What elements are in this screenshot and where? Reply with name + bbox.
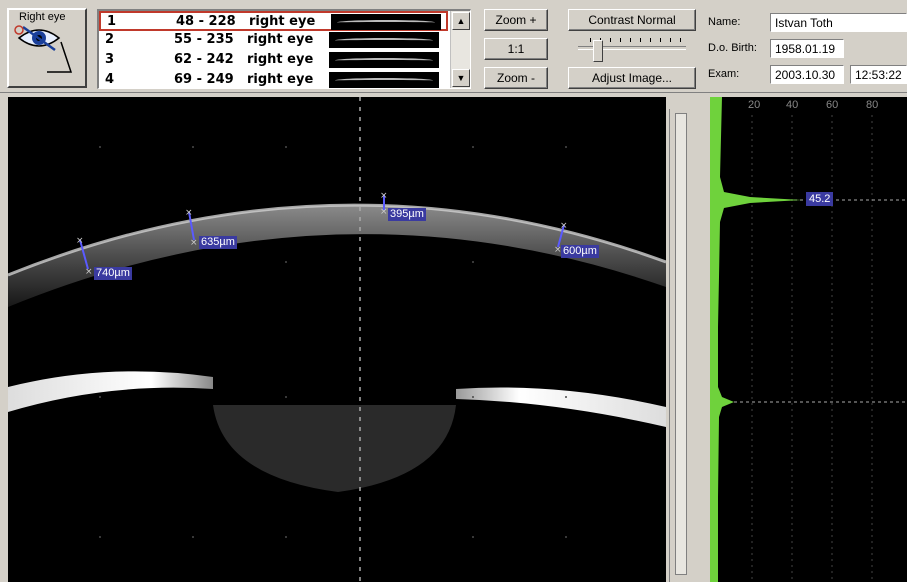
scan-eye: right eye <box>247 72 314 87</box>
scan-list-item[interactable]: 1 48 - 228 right eye <box>99 11 448 31</box>
grid-dots <box>99 146 567 538</box>
svg-text:×: × <box>554 245 562 255</box>
scan-list[interactable]: 1 48 - 228 right eye 2 55 - 235 right ey… <box>97 9 471 89</box>
toolbar: Right eye 1 48 - 228 right eye 2 55 - 23… <box>0 0 907 93</box>
eye-selector-button[interactable]: Right eye <box>7 8 87 88</box>
svg-text:×: × <box>185 208 193 218</box>
dob-label: D.o. Birth: <box>708 42 757 54</box>
scan-thumbnail <box>331 14 441 30</box>
scan-range: 55 - 235 <box>174 32 234 47</box>
profile-curve <box>710 97 802 582</box>
tick-label: 40 <box>786 99 799 111</box>
measurement-label: 740µm <box>94 267 132 280</box>
scan-index: 3 <box>105 52 115 67</box>
name-label: Name: <box>708 16 741 28</box>
profile-plot <box>710 97 907 582</box>
eye-icon <box>14 25 73 73</box>
oct-scan-canvas: × × × × × × × × <box>8 97 666 582</box>
contrast-slider-ticks <box>590 38 686 42</box>
svg-text:×: × <box>380 207 388 217</box>
svg-text:×: × <box>560 221 568 231</box>
svg-text:×: × <box>76 236 84 246</box>
adjust-image-button[interactable]: Adjust Image... <box>568 67 696 89</box>
measurement-label: 635µm <box>199 236 237 249</box>
scroll-down-button[interactable]: ▼ <box>452 69 470 87</box>
scan-eye: right eye <box>247 32 314 47</box>
image-scroll-track[interactable] <box>675 113 687 575</box>
lens-shape <box>213 405 456 492</box>
zoom-in-button[interactable]: Zoom + <box>484 9 548 31</box>
contrast-slider[interactable] <box>578 46 686 50</box>
iris-right <box>456 387 666 427</box>
dob-field[interactable]: 1958.01.19 <box>770 39 844 58</box>
scan-index: 1 <box>107 14 117 29</box>
contrast-slider-thumb[interactable] <box>593 40 603 62</box>
tick-label: 20 <box>748 99 761 111</box>
eye-selector-label: Right eye <box>19 11 66 23</box>
svg-text:×: × <box>380 191 388 201</box>
tick-label: 60 <box>826 99 839 111</box>
tick-label: 80 <box>866 99 879 111</box>
scan-index: 4 <box>105 72 115 87</box>
scan-list-item[interactable]: 3 62 - 242 right eye <box>99 51 448 71</box>
exam-date-field[interactable]: 2003.10.30 <box>770 65 844 84</box>
scan-range: 48 - 228 <box>176 14 236 29</box>
scroll-up-button[interactable]: ▲ <box>452 12 470 30</box>
measurement-label: 395µm <box>388 208 426 221</box>
scan-list-scrollbar[interactable]: ▲ ▼ <box>450 11 470 88</box>
scan-range: 62 - 242 <box>174 52 234 67</box>
iris-left <box>8 371 213 412</box>
scan-list-item[interactable]: 2 55 - 235 right eye <box>99 31 448 51</box>
svg-text:×: × <box>85 267 93 277</box>
scan-index: 2 <box>105 32 115 47</box>
scan-list-item[interactable]: 4 69 - 249 right eye <box>99 71 448 88</box>
contrast-normal-button[interactable]: Contrast Normal <box>568 9 696 31</box>
measurement-markers <box>79 195 565 270</box>
scan-thumbnail <box>329 72 439 88</box>
image-scrollbar[interactable] <box>669 109 693 582</box>
scan-range: 69 - 249 <box>174 72 234 87</box>
zoom-out-button[interactable]: Zoom - <box>484 67 548 89</box>
scan-thumbnail <box>329 52 439 68</box>
exam-label: Exam: <box>708 68 740 80</box>
reflectivity-profile: 20 40 60 80 45.2 <box>707 97 907 582</box>
scan-eye: right eye <box>247 52 314 67</box>
zoom-reset-button[interactable]: 1:1 <box>484 38 548 60</box>
scan-thumbnail <box>329 32 439 48</box>
exam-time-field[interactable]: 12:53:22 <box>850 65 907 84</box>
patient-name-field[interactable]: Istvan Toth <box>770 13 907 32</box>
scan-eye: right eye <box>249 14 316 29</box>
oct-scan-image[interactable]: × × × × × × × × 740µm 635µm 395µm 600µm <box>8 97 666 582</box>
patient-info-panel: Name: Istvan Toth D.o. Birth: 1958.01.19… <box>706 9 907 89</box>
profile-gridlines <box>751 115 873 582</box>
measurement-label: 600µm <box>561 245 599 258</box>
peak-value-label: 45.2 <box>806 192 834 206</box>
svg-text:×: × <box>190 238 198 248</box>
cornea-layer <box>8 205 666 307</box>
